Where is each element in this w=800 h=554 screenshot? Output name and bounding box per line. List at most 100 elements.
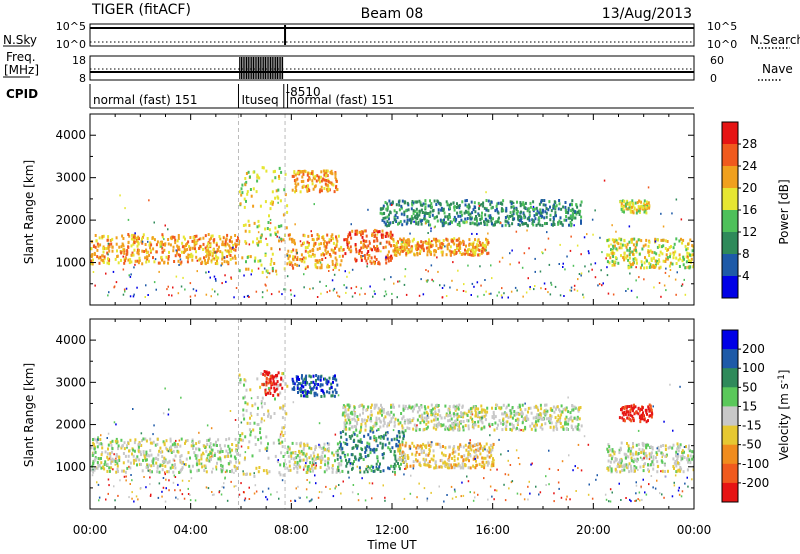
cpid-segment-label: normal (fast) 151 [93,93,197,107]
colorbar-block [722,166,738,189]
colorbar-block [722,210,738,233]
nsky-tick-top: 10^5 [56,20,86,33]
colorbar-block [722,144,738,167]
scatter-region [392,237,490,257]
date-title: 13/Aug/2013 [602,6,692,22]
ituseq-frequency-sweep [239,57,284,79]
y-tick-label: 3000 [55,171,86,185]
colorbar-block [722,463,738,484]
colorbar-tick-label: -15 [742,419,762,433]
power-colorbar: 4 8 12 16 20 24 28 [721,121,757,299]
scatter-region [286,233,344,270]
y-tick-label: 1000 [55,256,86,270]
colorbar-block [722,425,738,446]
velocity-colorbar: 200 100 50 15 -15 -50 -100 -200 [721,329,769,503]
x-tick-label: 16:00 [475,523,510,537]
colorbar-block [722,482,738,503]
nave-tick-bottom: 0 [710,72,717,85]
freq-panel: 18 8 60 0 [72,54,724,85]
colorbar-block [722,368,738,388]
colorbar-block [722,188,738,211]
power-panel: 1000 2000 3000 4000 Slant Range [km] [22,113,695,306]
colorbar-tick-label: 100 [742,361,765,375]
y-tick-label: 2000 [55,418,86,432]
nsky-label: N.Sky [3,33,37,47]
colorbar-tick-label: 4 [742,269,750,283]
x-tick-label: 20:00 [576,523,611,537]
y-tick-label: 2000 [55,213,86,227]
colorbar-block [722,349,738,369]
y-tick-label: 3000 [55,375,86,389]
colorbar-block [722,444,738,465]
beam-title: Beam 08 [361,6,424,22]
scatter-region [379,199,583,228]
scatter-region [397,441,495,470]
velocity-ylabel: Slant Range [km] [22,363,36,467]
nave-label: Nave [762,62,793,76]
noise-echoes [92,179,694,299]
nsky-tick-bottom: 10^0 [56,38,86,51]
nsearch-label: N.Search [750,33,800,47]
colorbar-tick-label: 15 [742,399,757,413]
x-tick-label: 04:00 [173,523,208,537]
colorbar-block [722,276,738,299]
scatter-region [238,372,289,478]
y-tick-label: 4000 [55,333,86,347]
y-tick-label: 1000 [55,460,86,474]
cpid-segment-label: normal (fast) 151 [290,93,394,107]
nave-tick-top: 60 [710,54,724,67]
colorbar-frame [721,329,739,503]
colorbar-tick-label: 200 [742,342,765,356]
x-tick-label: 08:00 [274,523,309,537]
colorbar-tick-label: 24 [742,159,757,173]
colorbar-block [722,387,738,407]
scatter-region [341,403,583,432]
colorbar-block [722,254,738,277]
colorbar-tick-label: 12 [742,225,757,239]
colorbar-block [722,406,738,426]
x-tick-label: 00:00 [73,523,108,537]
x-tick-label: 00:00 [677,523,712,537]
colorbar-block [722,330,738,350]
colorbar-tick-label: -100 [742,457,769,471]
freq-tick-top: 18 [72,54,86,67]
scatter-region [291,374,339,398]
y-tick-label: 4000 [55,128,86,142]
scatter-region [606,441,694,474]
power-ylabel: Slant Range [km] [22,160,36,264]
power-panel-frame [89,113,695,306]
time-xlabel: Time UT [366,538,417,552]
cpid-label: CPID [6,87,38,101]
station-title: TIGER (fitACF) [91,2,191,18]
scatter-region [286,441,344,474]
scatter-region [90,437,241,474]
velocity-colorbar-label: Velocity [m s-1] [777,370,791,461]
nsearch-tick-top: 10^5 [707,20,737,33]
colorbar-tick-label: 20 [742,181,757,195]
scatter-region [336,429,407,474]
colorbar-tick-label: 16 [742,203,757,217]
power-colorbar-label: Power [dB] [777,179,791,244]
scatter-region [261,370,284,397]
freq-label: Freq. [6,50,36,64]
noise-echoes [91,383,693,503]
colorbar-block [722,122,738,145]
freq-tick-bottom: 8 [79,72,86,85]
nsearch-tick-bottom: 10^0 [707,38,737,51]
scatter-region [341,228,394,266]
scatter-region [619,199,651,215]
velocity-panel-frame [89,318,695,510]
scatter-region [606,237,694,270]
cpid-segment-label: Ituseq [241,93,278,107]
colorbar-tick-label: -200 [742,476,769,490]
colorbar-tick-label: -50 [742,438,762,452]
cpid-segment-label: -8510 [286,85,321,99]
nsky-panel: 10^5 10^0 10^5 10^0 [56,20,737,51]
freq-unit-label: [MHz] [4,63,39,77]
colorbar-block [722,232,738,255]
scatter-region [238,166,289,274]
colorbar-tick-label: 28 [742,137,757,151]
colorbar-tick-label: 50 [742,380,757,394]
